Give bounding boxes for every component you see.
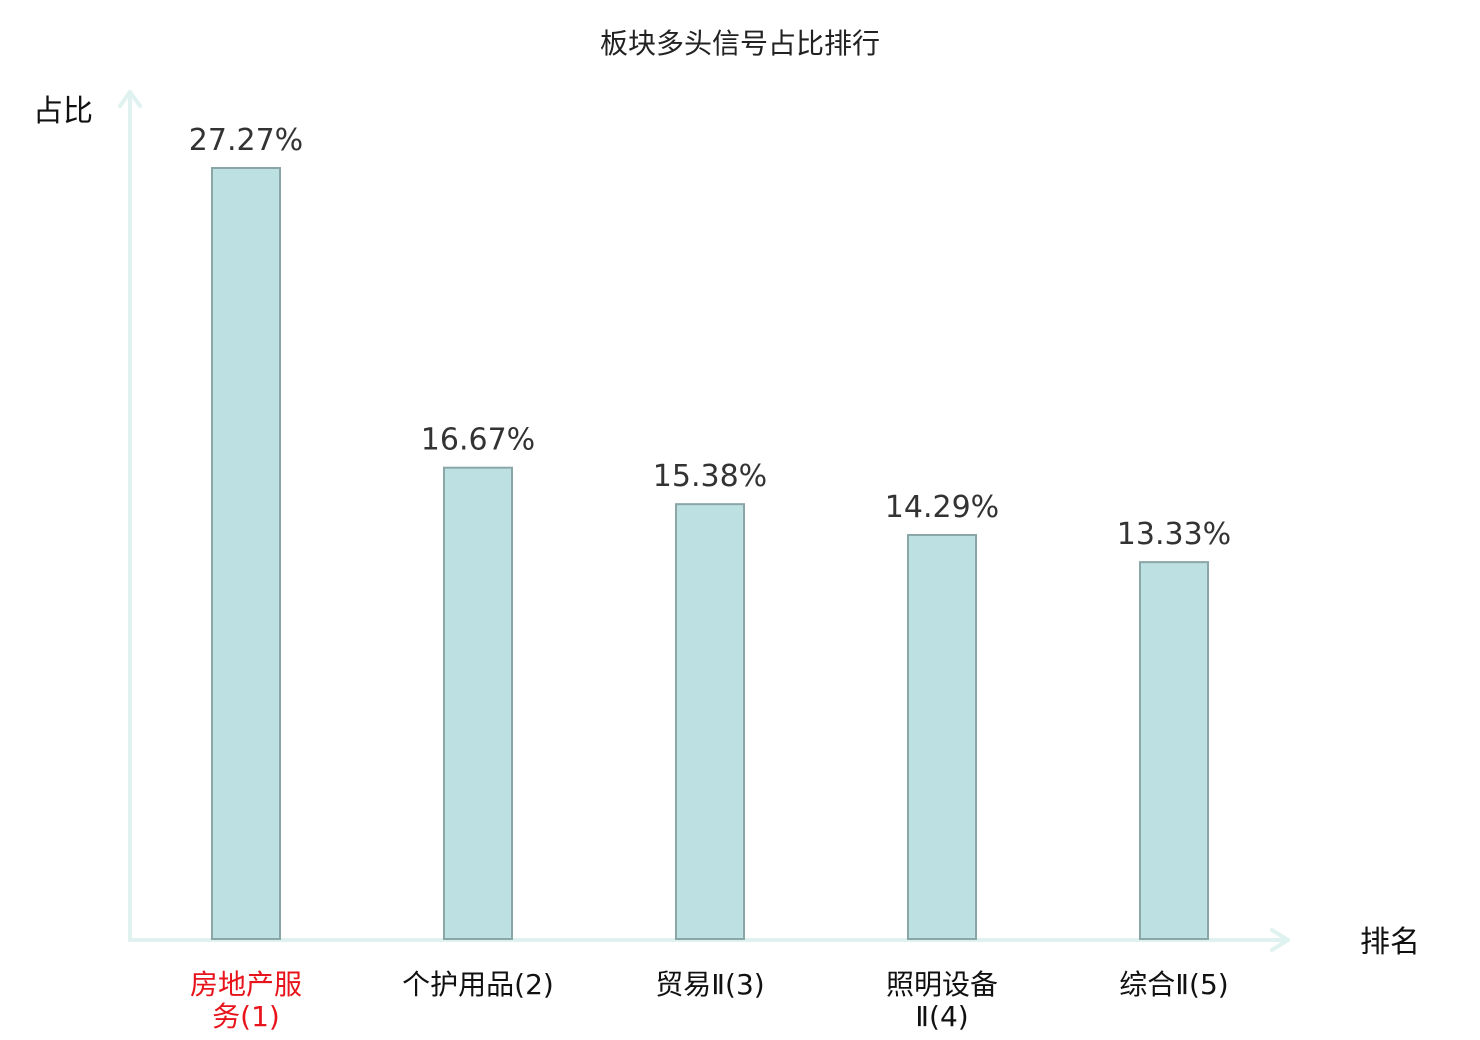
value-label-3: 15.38% (653, 459, 767, 494)
x-axis-label: 排名 (1360, 925, 1420, 960)
category-label-line: 综合Ⅱ(5) (1119, 968, 1228, 1001)
bar-1 (211, 167, 281, 940)
chart-title: 板块多头信号占比排行 (600, 27, 880, 60)
category-label-line: 务(1) (212, 1000, 280, 1033)
value-label-1: 27.27% (189, 123, 303, 158)
y-axis-label: 占比 (33, 94, 93, 129)
category-label-5: 综合Ⅱ(5) (1119, 968, 1228, 1001)
category-label-3: 贸易Ⅱ(3) (655, 968, 764, 1001)
category-labels-group: 房地产服务(1) 个护用品(2) 贸易Ⅱ(3) 照明设备 Ⅱ(4) 综合Ⅱ(5) (190, 968, 1229, 1033)
category-label-line: 照明设备 (886, 968, 998, 1001)
bar-2 (443, 466, 513, 940)
bar-3 (675, 503, 745, 940)
category-label-line: 房地产服 (190, 968, 302, 1001)
value-label-4: 14.29% (885, 490, 999, 525)
category-label-line: 贸易Ⅱ(3) (655, 968, 764, 1001)
category-label-line: Ⅱ(4) (915, 1000, 968, 1033)
bar-5 (1139, 561, 1209, 941)
category-label-line: 个护用品(2) (402, 968, 554, 1001)
category-label-1: 房地产服务(1) (190, 968, 302, 1033)
value-label-2: 16.67% (421, 423, 535, 458)
value-labels-group: 27.27% 16.67% 15.38% 14.29% 13.33% (189, 123, 1231, 552)
category-label-4: 照明设备 Ⅱ(4) (886, 968, 998, 1033)
value-label-5: 13.33% (1117, 517, 1231, 552)
x-axis-arrow (1270, 928, 1290, 952)
bar-4 (907, 533, 977, 941)
bars-group (211, 167, 1209, 941)
y-axis-arrow (118, 90, 142, 108)
category-label-2: 个护用品(2) (402, 968, 554, 1001)
